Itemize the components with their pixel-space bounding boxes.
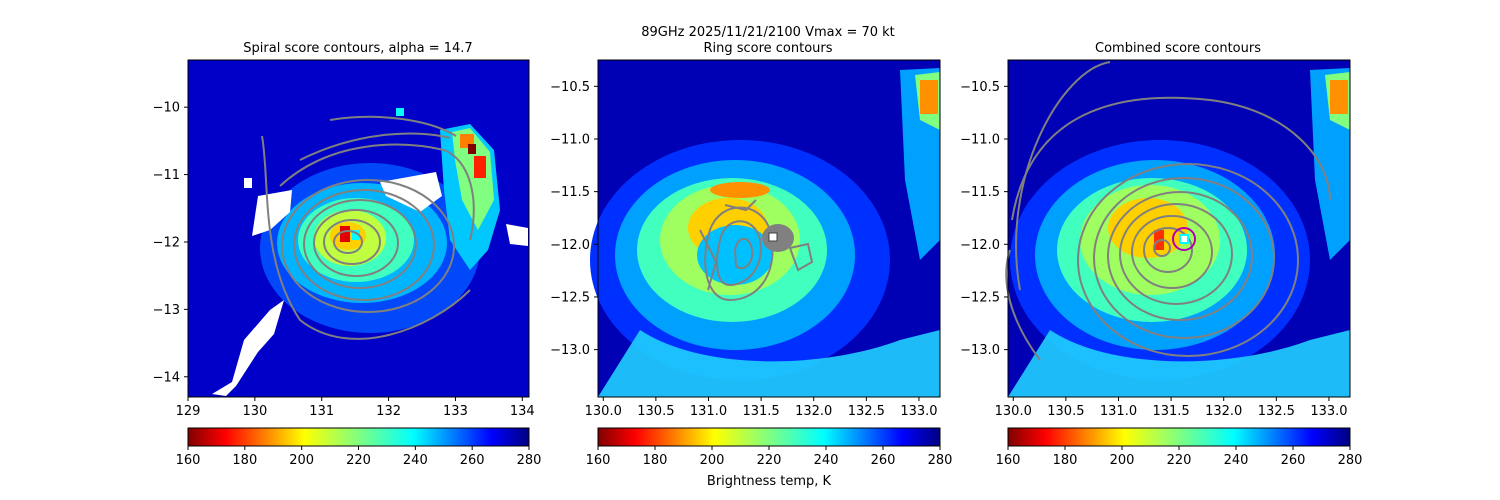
x-tick-label: 130.5 xyxy=(637,404,674,419)
colorbar-tick-label: 240 xyxy=(403,453,428,468)
x-tick-label: 131.0 xyxy=(1100,404,1137,419)
colorbar-tick-label: 200 xyxy=(289,453,314,468)
colorbar-tick-label: 160 xyxy=(996,453,1021,468)
y-tick-label: −11.0 xyxy=(550,132,590,147)
colorbar-ticks-spiral: 160 180 200 220 240 260 280 xyxy=(176,446,542,468)
x-ticks-ring: 130.0 130.5 131.0 131.5 132.0 132.5 133.0 xyxy=(585,397,938,419)
x-tick-label: 130.0 xyxy=(995,404,1032,419)
heatmap-ring xyxy=(590,60,940,397)
colorbar-tick-label: 160 xyxy=(176,453,201,468)
colorbar-tick-label: 180 xyxy=(1053,453,1078,468)
heatmap-spiral xyxy=(188,60,529,397)
plot-frame-ring xyxy=(597,59,941,398)
x-tick-label: 130.0 xyxy=(585,404,622,419)
colorbar-spiral xyxy=(187,427,530,447)
plot-frame-combined xyxy=(1007,59,1351,398)
colorbar-tick-label: 240 xyxy=(814,453,839,468)
x-tick-label: 133.0 xyxy=(1310,404,1347,419)
x-tick-label: 132 xyxy=(376,404,401,419)
x-tick-label: 134 xyxy=(510,404,535,419)
y-ticks-combined: −13.0 −12.5 −12.0 −11.5 −11.0 −10.5 xyxy=(960,80,1008,358)
colorbar-label: Brightness temp, K xyxy=(707,474,832,489)
colorbar-tick-label: 280 xyxy=(517,453,542,468)
y-tick-label: −10 xyxy=(153,101,180,116)
y-tick-label: −12.0 xyxy=(960,238,1000,253)
x-tick-label: 129 xyxy=(176,404,201,419)
colorbar-tick-label: 220 xyxy=(1167,453,1192,468)
panel-spiral: Spiral score contours, alpha = 14.7 xyxy=(153,41,542,468)
y-tick-label: −12.5 xyxy=(960,290,1000,305)
colorbar-tick-label: 200 xyxy=(1110,453,1135,468)
panel-title-ring: Ring score contours xyxy=(703,41,832,56)
y-tick-label: −12.0 xyxy=(550,238,590,253)
colorbar-tick-label: 280 xyxy=(1338,453,1363,468)
y-tick-label: −10.5 xyxy=(550,80,590,95)
y-tick-label: −14 xyxy=(153,370,180,385)
panel-title-spiral: Spiral score contours, alpha = 14.7 xyxy=(243,41,472,56)
x-tick-label: 132.5 xyxy=(1258,404,1295,419)
x-tick-label: 132.0 xyxy=(1205,404,1242,419)
x-tick-label: 133 xyxy=(443,404,468,419)
x-ticks-combined: 130.0 130.5 131.0 131.5 132.0 132.5 133.0 xyxy=(995,397,1348,419)
y-tick-label: −11.0 xyxy=(960,132,1000,147)
panel-title-combined: Combined score contours xyxy=(1095,41,1261,56)
colorbar-tick-label: 200 xyxy=(700,453,725,468)
y-tick-label: −11.5 xyxy=(960,185,1000,200)
panel-combined: Combined score contours xyxy=(960,41,1362,468)
x-tick-label: 130 xyxy=(242,404,267,419)
x-tick-label: 132.0 xyxy=(795,404,832,419)
x-tick-label: 131.5 xyxy=(742,404,779,419)
x-tick-label: 131.0 xyxy=(690,404,727,419)
colorbar-ring xyxy=(597,427,941,447)
colorbar-tick-label: 280 xyxy=(928,453,953,468)
colorbar-tick-label: 240 xyxy=(1224,453,1249,468)
y-tick-label: −11 xyxy=(153,168,180,183)
colorbar-tick-label: 260 xyxy=(460,453,485,468)
colorbar-tick-label: 180 xyxy=(232,453,257,468)
colorbar-tick-label: 220 xyxy=(346,453,371,468)
x-tick-label: 130.5 xyxy=(1047,404,1084,419)
y-tick-label: −11.5 xyxy=(550,185,590,200)
figure-suptitle: 89GHz 2025/11/21/2100 Vmax = 70 kt xyxy=(641,25,895,40)
colorbar-combined xyxy=(1007,427,1351,447)
colorbar-tick-label: 260 xyxy=(871,453,896,468)
y-tick-label: −12.5 xyxy=(550,290,590,305)
y-tick-label: −13.0 xyxy=(960,343,1000,358)
colorbar-ticks-ring: 160 180 200 220 240 260 280 xyxy=(586,446,953,468)
colorbar-tick-label: 260 xyxy=(1281,453,1306,468)
y-tick-label: −12 xyxy=(153,235,180,250)
y-tick-label: −13 xyxy=(153,303,180,318)
x-ticks-spiral: 129 130 131 132 133 134 xyxy=(176,397,535,419)
colorbar-tick-label: 160 xyxy=(586,453,611,468)
y-tick-label: −10.5 xyxy=(960,80,1000,95)
x-tick-label: 133.0 xyxy=(900,404,937,419)
x-tick-label: 132.5 xyxy=(848,404,885,419)
y-tick-label: −13.0 xyxy=(550,343,590,358)
y-ticks-spiral: −14 −13 −12 −11 −10 xyxy=(153,101,188,385)
plot-frame-spiral xyxy=(187,59,530,398)
y-ticks-ring: −13.0 −12.5 −12.0 −11.5 −11.0 −10.5 xyxy=(550,80,598,358)
colorbar-tick-label: 220 xyxy=(757,453,782,468)
heatmap-combined xyxy=(1005,60,1350,397)
panel-ring: Ring score contours xyxy=(550,41,952,489)
colorbar-ticks-combined: 160 180 200 220 240 260 280 xyxy=(996,446,1363,468)
x-tick-label: 131 xyxy=(309,404,334,419)
x-tick-label: 131.5 xyxy=(1152,404,1189,419)
colorbar-tick-label: 180 xyxy=(643,453,668,468)
